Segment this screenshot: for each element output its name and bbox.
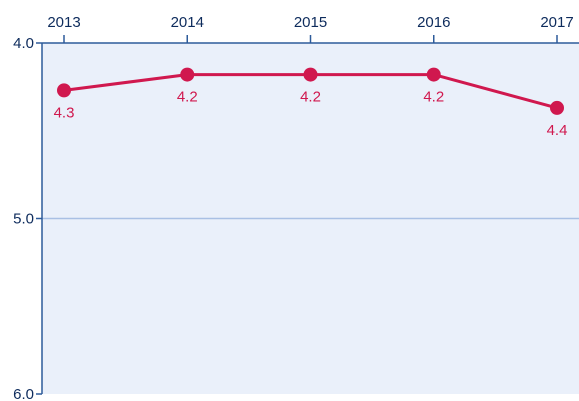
data-label: 4.2 [177,89,198,106]
x-tick-label: 2017 [540,14,573,31]
data-label: 4.2 [300,89,321,106]
data-label: 4.4 [547,122,568,139]
data-label: 4.2 [423,89,444,106]
data-point [426,67,441,82]
data-point [180,67,195,82]
x-axis-ticks: 2013 2014 2015 2016 2017 [47,14,574,43]
x-tick-label: 2016 [417,14,450,31]
x-tick-label: 2015 [294,14,327,31]
data-labels: 4.3 4.2 4.2 4.2 4.4 [54,89,568,139]
data-point [303,67,318,82]
y-axis-ticks: 4.0 5.0 6.0 [13,35,42,401]
y-tick-label: 6.0 [13,386,34,401]
x-tick-label: 2014 [171,14,204,31]
data-point [57,83,71,98]
x-tick-label: 2013 [47,14,80,31]
data-point [550,100,564,115]
series [57,67,564,115]
data-label: 4.3 [54,104,75,121]
y-tick-label: 4.0 [13,35,34,52]
y-tick-label: 5.0 [13,211,34,228]
